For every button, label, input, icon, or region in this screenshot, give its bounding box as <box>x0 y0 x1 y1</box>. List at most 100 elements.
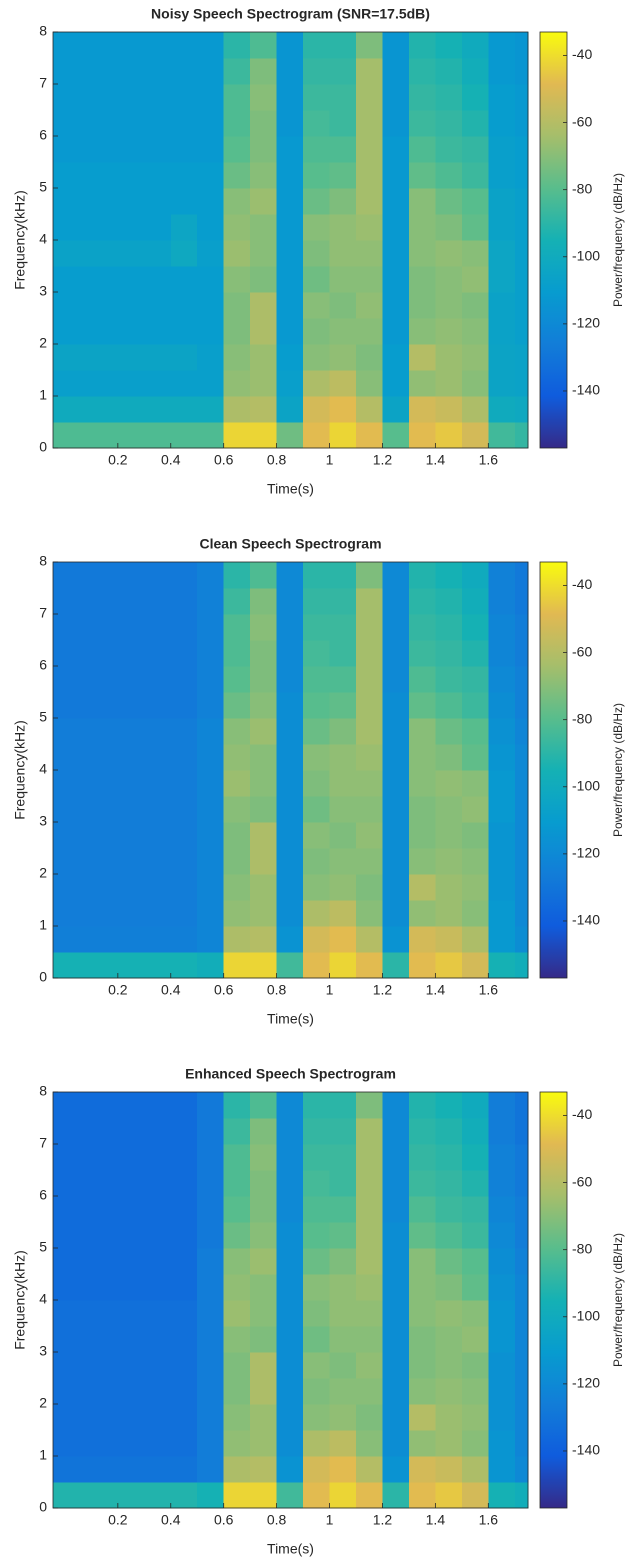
cell <box>329 396 357 423</box>
cell <box>117 1300 145 1327</box>
cell <box>117 926 145 953</box>
cell <box>53 1482 92 1509</box>
cell <box>461 614 489 641</box>
colorbar-tick-label: -60 <box>572 1173 592 1189</box>
cell <box>117 770 145 797</box>
cell <box>170 344 198 371</box>
cell <box>91 926 119 953</box>
cell <box>170 796 198 823</box>
cell <box>514 318 529 345</box>
cell <box>223 744 251 771</box>
cell <box>514 422 529 449</box>
cell <box>408 640 436 667</box>
cell <box>408 692 436 719</box>
cell <box>250 1092 278 1119</box>
cell <box>170 1144 198 1171</box>
cell <box>514 1196 529 1223</box>
cell <box>250 162 278 189</box>
cell <box>355 1274 383 1301</box>
cell <box>250 562 278 589</box>
cell <box>408 1378 436 1405</box>
cell <box>197 1352 225 1379</box>
cell <box>144 822 172 849</box>
y-tick-label: 5 <box>39 709 47 725</box>
cell <box>355 292 383 319</box>
cell <box>53 422 92 449</box>
cell <box>250 926 278 953</box>
cell <box>303 396 330 423</box>
cell <box>382 240 410 267</box>
cell <box>382 640 410 667</box>
cell <box>461 1456 489 1483</box>
cell <box>329 614 357 641</box>
cell <box>435 1196 463 1223</box>
cell <box>435 1222 463 1249</box>
cell <box>197 1170 225 1197</box>
cell <box>355 614 383 641</box>
cell <box>303 84 330 111</box>
cell <box>91 874 119 901</box>
cell <box>488 1456 516 1483</box>
cell <box>223 692 251 719</box>
x-tick-label: 0.4 <box>161 982 181 998</box>
cell <box>223 562 251 589</box>
cell <box>461 214 489 241</box>
cell <box>144 370 172 397</box>
cell <box>461 1144 489 1171</box>
cell <box>408 214 436 241</box>
cell <box>408 1456 436 1483</box>
cell <box>382 614 410 641</box>
cell <box>197 162 225 189</box>
cell <box>488 952 516 979</box>
cell <box>461 292 489 319</box>
cell <box>91 744 119 771</box>
cell <box>117 422 145 449</box>
cell <box>488 900 516 927</box>
cell <box>170 136 198 163</box>
cell <box>117 1196 145 1223</box>
cell <box>144 1170 172 1197</box>
cell <box>461 900 489 927</box>
cell <box>170 1456 198 1483</box>
cell <box>355 110 383 137</box>
cell <box>382 1196 410 1223</box>
cell <box>355 588 383 615</box>
cell <box>488 1352 516 1379</box>
cell <box>250 396 278 423</box>
x-axis-label: Time(s) <box>267 1011 314 1027</box>
cell <box>514 666 529 693</box>
cell <box>329 58 357 85</box>
cell <box>355 240 383 267</box>
cell <box>488 1274 516 1301</box>
cell <box>408 1404 436 1431</box>
cell <box>223 188 251 215</box>
cell <box>488 1482 516 1509</box>
cell <box>223 1300 251 1327</box>
cell <box>303 718 330 745</box>
cell <box>461 1326 489 1353</box>
cell <box>170 692 198 719</box>
cell <box>461 822 489 849</box>
colorbar-tick-label: -40 <box>572 46 592 62</box>
cell <box>435 292 463 319</box>
cell <box>197 1222 225 1249</box>
x-tick-label: 0.6 <box>214 1512 234 1528</box>
x-tick-label: 1.6 <box>479 452 499 468</box>
cell <box>488 822 516 849</box>
cell <box>488 318 516 345</box>
cell <box>170 744 198 771</box>
cell <box>223 614 251 641</box>
cell <box>144 588 172 615</box>
cell <box>276 136 304 163</box>
cell <box>488 848 516 875</box>
cell <box>514 214 529 241</box>
cell <box>461 1196 489 1223</box>
cell <box>514 1456 529 1483</box>
cell <box>408 952 436 979</box>
cell <box>197 1118 225 1145</box>
cell <box>91 1274 119 1301</box>
cell <box>408 1092 436 1119</box>
cell <box>382 318 410 345</box>
cell <box>170 614 198 641</box>
cell <box>461 188 489 215</box>
